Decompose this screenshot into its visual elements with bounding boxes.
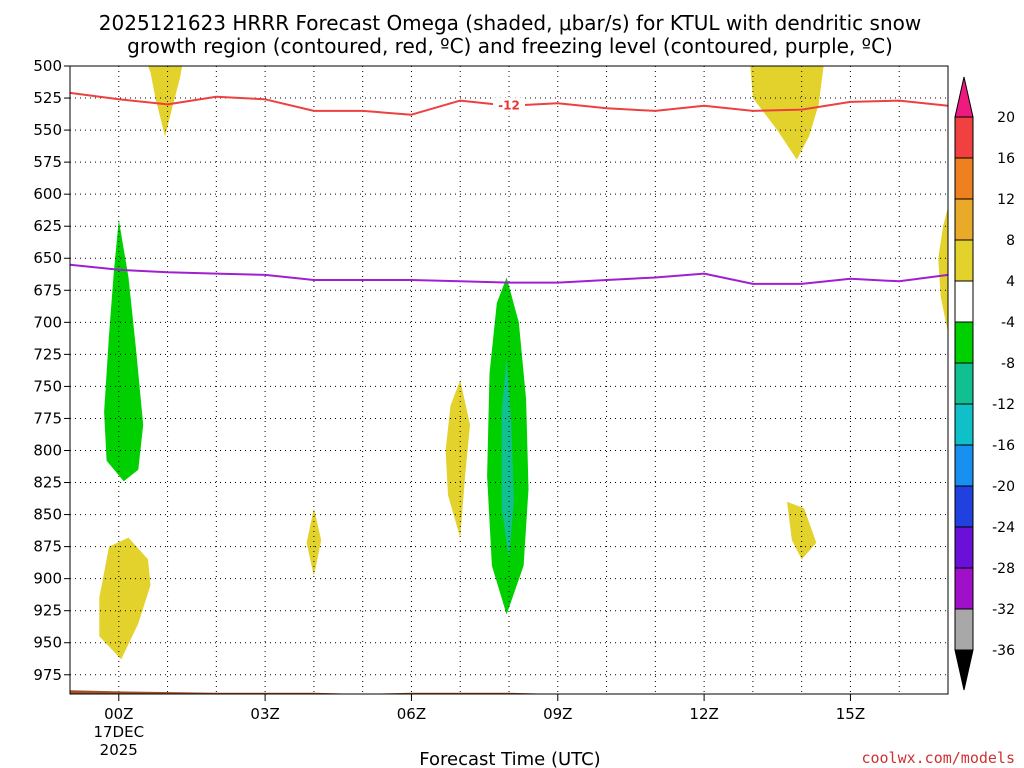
ytick-label-975: 975 xyxy=(33,666,62,684)
colorbar-bin-16-20 xyxy=(954,116,974,159)
ytick-label-525: 525 xyxy=(33,89,62,107)
colorbar-bin--8--4 xyxy=(954,321,974,364)
colorbar-bin-12-16 xyxy=(954,157,974,200)
colorbar-label-4: 4 xyxy=(1006,274,1015,290)
xtick-label-06Z: 06Z xyxy=(397,705,426,723)
omega-pos-e xyxy=(306,508,322,577)
omega-colorbar: 20 16 12 8 4 -4 -8 -12 -16 -20 -24 -28 -32 -36 xyxy=(954,76,1015,691)
colorbar-bin--32--28 xyxy=(954,567,974,610)
ytick-label-900: 900 xyxy=(33,570,62,588)
xtick-label-09Z: 09Z xyxy=(543,705,572,723)
colorbar-bin--28--24 xyxy=(954,526,974,569)
ytick-label-675: 675 xyxy=(33,281,62,299)
omega-pos-g xyxy=(787,501,817,560)
colorbar-bin--20--16 xyxy=(954,444,974,487)
omega-pos-c xyxy=(938,207,948,333)
colorbar-bin--4-4 xyxy=(954,280,974,323)
ytick-label-600: 600 xyxy=(33,185,62,203)
contour-layer: -12 xyxy=(69,91,949,285)
colorbar-bin-4-8 xyxy=(954,239,974,282)
contour-label-bg xyxy=(493,97,525,112)
colorbar-label--32: -32 xyxy=(992,602,1015,618)
ytick-label-575: 575 xyxy=(33,153,62,171)
colorbar-bin--12--8 xyxy=(954,362,974,405)
colorbar-label-12: 12 xyxy=(997,192,1015,208)
ytick-label-750: 750 xyxy=(33,377,62,395)
colorbar-label--24: -24 xyxy=(992,520,1015,536)
freezing-level-0C xyxy=(69,263,949,285)
x-axis-label: Forecast Time (UTC) xyxy=(419,749,600,768)
ytick-label-625: 625 xyxy=(33,217,62,235)
xtick-year: 2025 xyxy=(100,741,138,759)
colorbar-bin-8-12 xyxy=(954,198,974,241)
ytick-label-550: 550 xyxy=(33,121,62,139)
omega-neg-b-core xyxy=(501,358,514,560)
xtick-label-12Z: 12Z xyxy=(689,705,718,723)
colorbar-bin--36--32 xyxy=(954,608,974,651)
ytick-label-875: 875 xyxy=(33,538,62,556)
colorbar-label-8: 8 xyxy=(1006,233,1015,249)
colorbar-under-triangle xyxy=(954,649,974,691)
omega-pos-d xyxy=(99,537,151,660)
ytick-label-700: 700 xyxy=(33,313,62,331)
plot-frame xyxy=(69,65,949,695)
colorbar-bin--16--12 xyxy=(954,403,974,446)
colorbar-label-16: 16 xyxy=(997,151,1015,167)
colorbar-over-triangle xyxy=(954,76,974,118)
omega-neg-a xyxy=(104,219,144,482)
colorbar-label--8: -8 xyxy=(1001,356,1015,372)
xtick-date: 17DEC xyxy=(93,723,144,741)
contour-label-minus-12: -12 xyxy=(498,99,520,113)
ytick-label-825: 825 xyxy=(33,474,62,492)
colorbar-label-20: 20 xyxy=(997,110,1015,126)
xtick-label-03Z: 03Z xyxy=(250,705,279,723)
ytick-label-650: 650 xyxy=(33,249,62,267)
ytick-label-775: 775 xyxy=(33,409,62,427)
ytick-label-800: 800 xyxy=(33,441,62,459)
ytick-label-950: 950 xyxy=(33,634,62,652)
omega-pos-a xyxy=(148,66,183,137)
colorbar-label--16: -16 xyxy=(992,438,1015,454)
ytick-label-925: 925 xyxy=(33,602,62,620)
xtick-label-15Z: 15Z xyxy=(836,705,865,723)
omega-pos-f xyxy=(445,380,470,538)
colorbar-bin--24--20 xyxy=(954,485,974,528)
colorbar-label--4: -4 xyxy=(1001,315,1015,331)
omega-shading-layer xyxy=(99,66,948,660)
ytick-label-850: 850 xyxy=(33,506,62,524)
credit-text: coolwx.com/models xyxy=(861,749,1015,767)
ytick-label-725: 725 xyxy=(33,345,62,363)
surface-layer xyxy=(70,690,948,694)
chart-title-line1: 2025121623 HRRR Forecast Omega (shaded, … xyxy=(99,11,921,35)
omega-pos-b xyxy=(750,66,824,160)
chart-title-line2: growth region (contoured, red, ºC) and f… xyxy=(127,34,893,58)
xtick-label-00Z: 00Z xyxy=(104,705,133,723)
colorbar-label--12: -12 xyxy=(992,397,1015,413)
ytick-label-500: 500 xyxy=(33,57,62,75)
colorbar-label--20: -20 xyxy=(992,479,1015,495)
pressure-axis: 500 525 550 575 600 625 650 675 700 725 750 775 800 8… xyxy=(33,57,70,684)
colorbar-label--36: -36 xyxy=(992,643,1015,659)
colorbar-label--28: -28 xyxy=(992,561,1015,577)
ground-surface xyxy=(70,690,948,694)
